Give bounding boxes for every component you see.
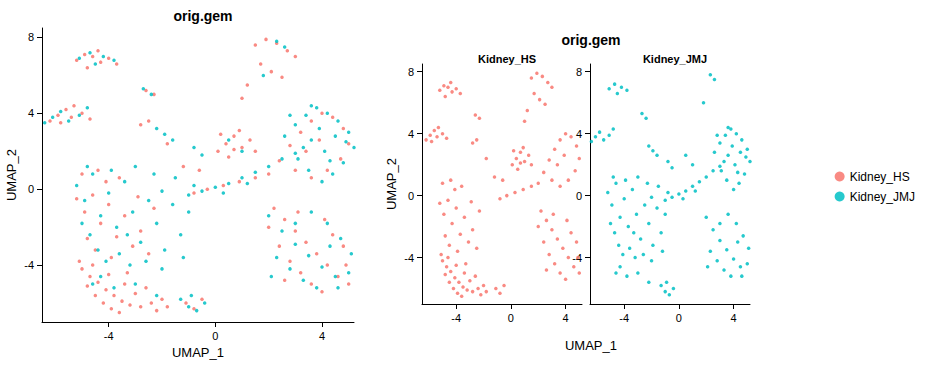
- svg-text:-4: -4: [572, 252, 582, 264]
- svg-text:-4: -4: [24, 259, 34, 271]
- svg-text:UMAP_1: UMAP_1: [565, 338, 617, 353]
- svg-text:0: 0: [28, 183, 34, 195]
- svg-text:UMAP_2: UMAP_2: [384, 158, 399, 210]
- svg-text:orig.gem: orig.gem: [173, 8, 232, 24]
- svg-text:UMAP_2: UMAP_2: [4, 149, 19, 201]
- svg-text:Kidney_JMJ: Kidney_JMJ: [643, 53, 707, 65]
- svg-text:8: 8: [28, 31, 34, 43]
- svg-text:-4: -4: [404, 252, 414, 264]
- svg-text:Kidney_JMJ: Kidney_JMJ: [850, 190, 915, 204]
- svg-text:0: 0: [508, 312, 514, 324]
- svg-text:8: 8: [576, 66, 582, 78]
- svg-text:4: 4: [563, 312, 569, 324]
- svg-text:8: 8: [408, 66, 414, 78]
- svg-text:4: 4: [731, 312, 737, 324]
- svg-text:0: 0: [408, 190, 414, 202]
- svg-text:Kidney_HS: Kidney_HS: [478, 53, 536, 65]
- svg-text:0: 0: [576, 190, 582, 202]
- svg-text:4: 4: [576, 128, 582, 140]
- svg-text:4: 4: [28, 107, 34, 119]
- svg-text:4: 4: [408, 128, 414, 140]
- svg-text:Kidney_HS: Kidney_HS: [850, 170, 910, 184]
- svg-text:0: 0: [676, 312, 682, 324]
- svg-text:4: 4: [319, 330, 325, 342]
- svg-text:0: 0: [212, 330, 218, 342]
- svg-text:-4: -4: [619, 312, 629, 324]
- svg-text:-4: -4: [104, 330, 114, 342]
- svg-text:orig.gem: orig.gem: [561, 32, 620, 48]
- svg-text:UMAP_1: UMAP_1: [172, 345, 224, 360]
- svg-text:-4: -4: [451, 312, 461, 324]
